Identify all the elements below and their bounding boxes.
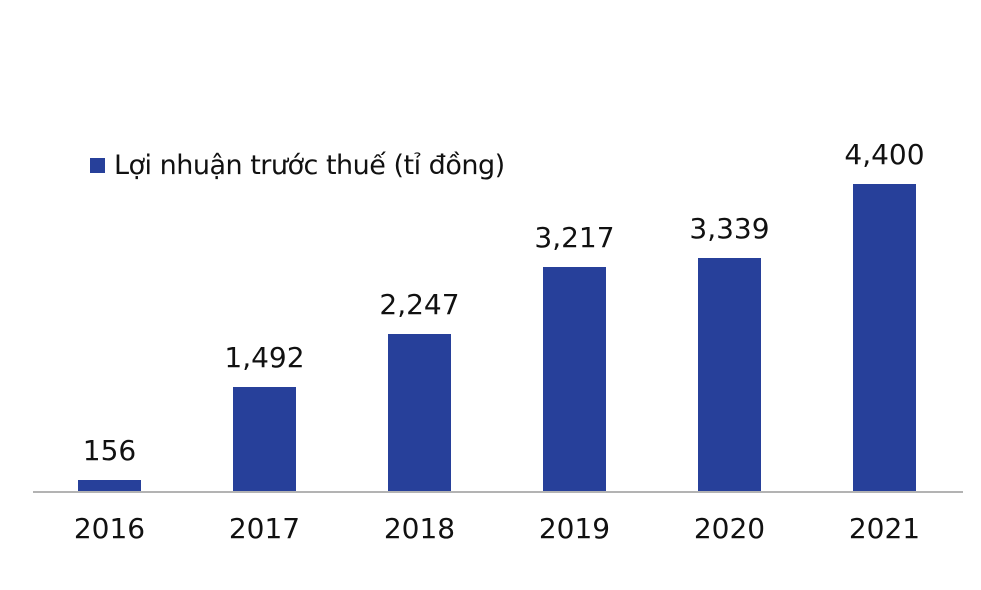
bar-2020 [698,258,761,491]
x-tick-2020: 2020 [693,512,766,545]
x-tick-2017: 2017 [228,512,301,545]
data-label-2020: 3,339 [689,212,770,245]
legend: Lợi nhuận trước thuế (tỉ đồng) [90,150,505,181]
x-tick-2019: 2019 [538,512,611,545]
x-tick-2016: 2016 [73,512,146,545]
data-label-2018: 2,247 [379,288,460,321]
data-label-2019: 3,217 [534,221,615,254]
data-label-2021: 4,400 [844,138,925,171]
x-tick-2018: 2018 [383,512,456,545]
bar-2021 [853,184,916,491]
data-label-2016: 156 [82,434,137,467]
bar-2016 [78,480,141,491]
x-axis-line [33,491,963,493]
data-label-2017: 1,492 [224,341,305,374]
legend-swatch-icon [90,158,105,173]
bar-2017 [233,387,296,491]
x-tick-2021: 2021 [848,512,921,545]
legend-label: Lợi nhuận trước thuế (tỉ đồng) [114,150,505,181]
bar-2018 [388,334,451,491]
bar-2019 [543,267,606,491]
